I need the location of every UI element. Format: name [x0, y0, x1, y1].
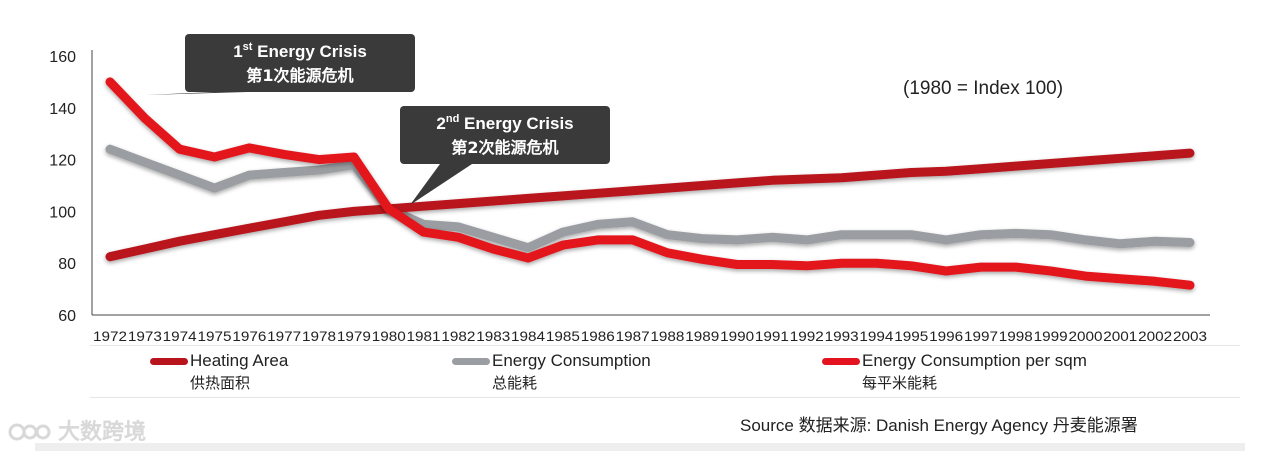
x-tick-label: 1997 [964, 328, 998, 344]
x-tick-label: 1977 [267, 328, 301, 344]
series-line-energy-consumption [105, 144, 1195, 253]
bottom-band [35, 443, 1245, 451]
axes [91, 50, 1210, 316]
callout-title: 2nd Energy Crisis [436, 113, 573, 133]
x-tick-label: 1994 [859, 328, 893, 344]
callout-2: 2nd Energy Crisis 第2次能源危机 [400, 106, 610, 205]
x-tick-label: 1996 [929, 328, 963, 344]
x-tick-label: 1999 [1034, 328, 1068, 344]
series-lines [105, 77, 1195, 290]
x-axis-ticks: 1972 1973 1974 1975 1976 1977 1978 1979 1980 1981… [93, 328, 1207, 344]
legend-label-zh: 供热面积 [190, 374, 251, 392]
x-tick-label: 2001 [1103, 328, 1137, 344]
y-axis-ticks: 60 80 100 120 140 160 [49, 49, 76, 325]
callout-box [400, 106, 610, 164]
x-tick-label: 1990 [720, 328, 754, 344]
callout-title: 1st Energy Crisis [233, 41, 367, 61]
legend-label: Energy Consumption [492, 351, 651, 370]
x-tick-label: 1985 [546, 328, 580, 344]
x-tick-label: 1998 [999, 328, 1033, 344]
legend-label: Energy Consumption per sqm [862, 351, 1087, 370]
x-tick-label: 1976 [232, 328, 266, 344]
index-note: (1980 = Index 100) [903, 78, 1063, 99]
x-tick-label: 1978 [302, 328, 336, 344]
x-tick-label: 1989 [685, 328, 719, 344]
x-tick-label: 2000 [1068, 328, 1102, 344]
y-tick-label: 160 [49, 49, 76, 66]
x-tick-label: 1993 [825, 328, 859, 344]
x-tick-label: 1984 [511, 328, 545, 344]
callout-box [185, 34, 415, 92]
y-tick-label: 100 [49, 204, 76, 221]
legend-separator-bottom [90, 397, 1240, 398]
x-tick-label: 2003 [1173, 328, 1207, 344]
x-tick-label: 1974 [163, 328, 197, 344]
source-note: Source 数据来源: Danish Energy Agency 丹麦能源署 [740, 416, 1138, 435]
watermark-text: 大数跨境 [58, 420, 147, 445]
x-tick-label: 1987 [616, 328, 650, 344]
x-tick-label: 1975 [198, 328, 232, 344]
legend-swatch [150, 358, 188, 365]
legend-separator-top [90, 345, 1240, 346]
legend-swatch [822, 358, 860, 365]
annotations: 1st Energy Crisis 第1次能源危机 2nd Energy Crisi… [145, 34, 610, 205]
series-line-energy-per-sqm [105, 77, 1195, 290]
watermark: 大数跨境 [8, 414, 146, 446]
y-tick-label: 120 [49, 153, 76, 170]
legend-swatch [452, 358, 490, 365]
callout-pointer [145, 92, 247, 95]
x-tick-label: 1973 [128, 328, 162, 344]
callout-1: 1st Energy Crisis 第1次能源危机 [145, 34, 415, 95]
y-tick-label: 140 [49, 101, 76, 118]
series-line-heating-area [105, 148, 1195, 262]
legend-label-zh: 总能耗 [492, 374, 538, 392]
watermark-logo-icon [8, 423, 51, 441]
x-tick-label: 1979 [337, 328, 371, 344]
x-tick-label: 1980 [372, 328, 406, 344]
x-tick-label: 1981 [407, 328, 441, 344]
x-tick-label: 1972 [93, 328, 127, 344]
x-tick-label: 2002 [1138, 328, 1172, 344]
legend-label: Heating Area [190, 351, 289, 370]
x-tick-label: 1988 [650, 328, 684, 344]
x-tick-label: 1986 [581, 328, 615, 344]
legend-label-zh: 每平米能耗 [862, 374, 938, 392]
x-tick-label: 1995 [894, 328, 928, 344]
y-tick-label: 60 [58, 308, 76, 325]
x-tick-label: 1982 [441, 328, 475, 344]
x-tick-label: 1992 [790, 328, 824, 344]
callout-pointer [410, 164, 472, 205]
callout-subtitle: 第1次能源危机 [246, 66, 353, 85]
x-tick-label: 1991 [755, 328, 789, 344]
y-tick-label: 80 [58, 256, 76, 273]
x-tick-label: 1983 [476, 328, 510, 344]
callout-subtitle: 第2次能源危机 [451, 138, 558, 157]
